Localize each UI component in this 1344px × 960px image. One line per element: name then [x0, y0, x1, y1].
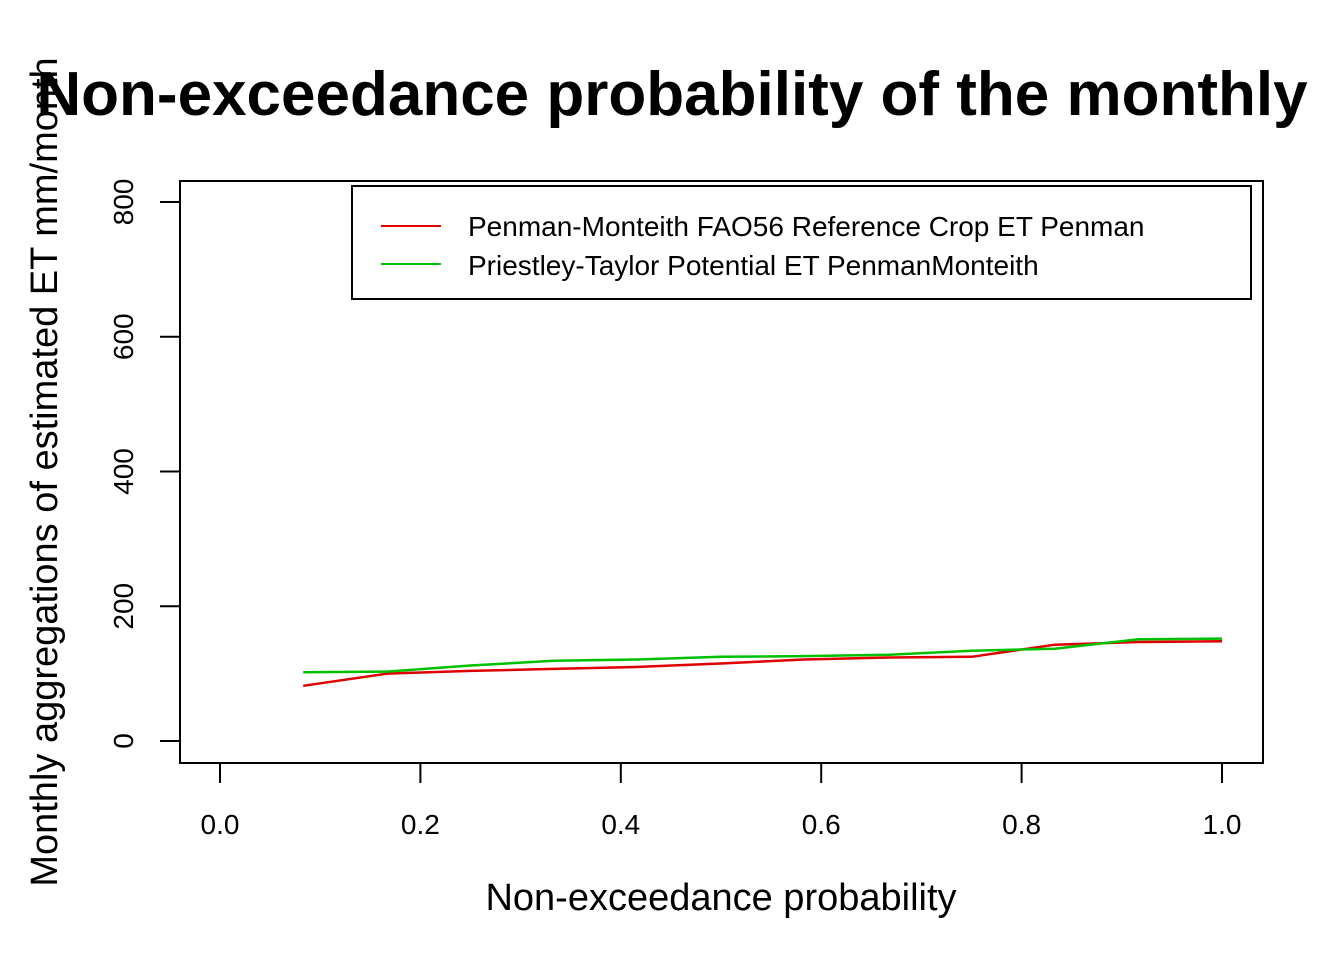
y-axis: 0 200 400 600 800	[108, 179, 181, 749]
y-tick-label: 800	[108, 179, 139, 226]
chart-title: Non-exceedance probability of the monthl…	[36, 60, 1308, 129]
x-tick-label: 0.0	[201, 809, 240, 840]
x-tick-label: 0.6	[802, 809, 841, 840]
legend-label-penman-monteith: Penman-Monteith FAO56 Reference Crop ET …	[468, 211, 1145, 242]
y-tick-label: 200	[108, 583, 139, 630]
x-tick-label: 0.2	[401, 809, 440, 840]
x-tick-label: 0.8	[1002, 809, 1041, 840]
x-tick-label: 0.4	[601, 809, 640, 840]
y-tick-label: 400	[108, 448, 139, 495]
y-axis-label: Monthly aggregations of estimated ET mm/…	[24, 57, 66, 886]
series-line-0	[303, 640, 1223, 688]
legend-label-priestley-taylor: Priestley-Taylor Potential ET PenmanMont…	[468, 250, 1039, 281]
series-layer	[303, 637, 1223, 688]
legend-box	[351, 185, 1252, 300]
x-axis: 0.0 0.2 0.4 0.6 0.8 1.0	[201, 762, 1242, 840]
legend: Penman-Monteith FAO56 Reference Crop ET …	[351, 185, 1252, 300]
y-tick-label: 0	[108, 733, 139, 749]
x-axis-label: Non-exceedance probability	[485, 877, 956, 919]
series-line-1	[303, 637, 1223, 674]
x-tick-label: 1.0	[1203, 809, 1242, 840]
y-tick-label: 600	[108, 313, 139, 360]
